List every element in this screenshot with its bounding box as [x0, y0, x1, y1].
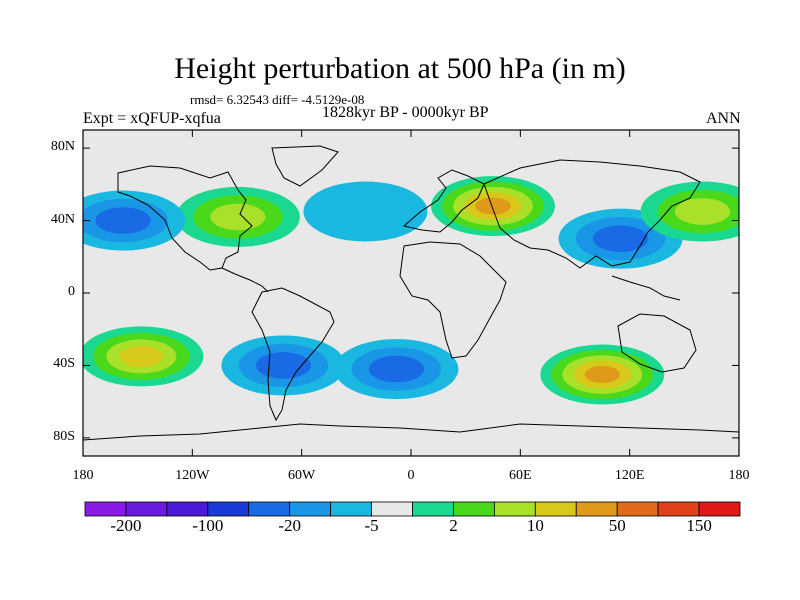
colorbar-box: [166, 501, 209, 517]
x-tick-label: 180: [728, 468, 750, 483]
anomaly-7: [334, 339, 459, 400]
colorbar-label: 2: [449, 516, 458, 535]
y-tick-label: 80N: [50, 139, 75, 155]
axis-ticks: [82, 130, 740, 456]
anomaly-layer: [83, 176, 739, 405]
x-tick-label: 120E: [614, 468, 645, 483]
anomaly-contour: [210, 203, 266, 231]
anomaly-9: [221, 335, 346, 396]
colorbar-box: [698, 501, 741, 517]
experiment-label: Expt = xQFUP-xqfua: [83, 110, 221, 127]
season-label: ANN: [706, 110, 741, 127]
anomaly-contour: [255, 352, 311, 379]
colorbar-box: [616, 501, 659, 517]
colorbar: [84, 501, 741, 517]
colorbar-box: [289, 501, 332, 517]
colorbar-box: [248, 501, 291, 517]
coastline-australia: [617, 313, 697, 373]
anomaly-2: [175, 186, 300, 247]
anomaly-1: [431, 176, 555, 237]
colorbar-box: [412, 501, 454, 517]
colorbar-label: 150: [686, 516, 712, 535]
colorbar-box: [575, 501, 618, 517]
anomaly-0: [303, 181, 428, 242]
coastline-southeast-asia: [611, 275, 681, 301]
colorbar-box: [493, 501, 536, 517]
coastline-layer: [83, 145, 739, 441]
anomaly-8: [540, 344, 665, 405]
colorbar-box: [657, 501, 700, 517]
colorbar-box: [125, 501, 168, 517]
anomaly-contour: [368, 355, 424, 383]
colorbar-label: 10: [526, 516, 544, 535]
x-tick-label: 60E: [509, 468, 532, 483]
anomaly-3: [83, 190, 186, 251]
colorbar-box: [534, 501, 577, 517]
coastline-greenland: [271, 145, 339, 187]
anomaly-contour: [475, 197, 511, 215]
colorbar-box: [84, 501, 127, 517]
colorbar-label: 50: [608, 516, 626, 535]
coastline-central-america: [221, 267, 269, 293]
x-tick-label: 60W: [288, 468, 316, 483]
chart-title: Height perturbation at 500 hPa (in m): [174, 52, 626, 85]
anomaly-contour: [303, 181, 428, 242]
coastline-europe: [402, 169, 485, 233]
colorbar-box: [207, 501, 250, 517]
y-tick-label: 0: [68, 284, 75, 299]
colorbar-box: [371, 501, 413, 517]
y-tick-label: 40S: [53, 356, 75, 372]
colorbar-label: -20: [278, 516, 302, 535]
colorbar-label: -5: [364, 516, 379, 535]
colorbar-box: [453, 501, 495, 517]
anomaly-contour: [95, 207, 151, 234]
coastline-asia: [483, 159, 701, 269]
anomaly-5: [640, 181, 739, 242]
stats-label: rmsd= 6.32543 diff= -4.5129e-08: [190, 92, 365, 107]
coastline-south-america: [251, 287, 335, 422]
x-tick-label: 180: [72, 468, 94, 483]
map-background: [83, 130, 739, 456]
colorbar-label: -200: [110, 516, 142, 535]
coastline-antarctica: [83, 423, 739, 441]
anomaly-contour: [593, 225, 649, 253]
anomaly-contour: [675, 198, 731, 225]
anomaly-6: [83, 326, 204, 387]
anomaly-contour: [584, 365, 621, 384]
x-tick-label: 120W: [175, 468, 210, 483]
period-label: 1828kyr BP - 0000kyr BP: [322, 104, 489, 121]
x-tick-label: 0: [407, 468, 415, 483]
coastline-north-america: [117, 165, 253, 271]
y-tick-label: 80S: [53, 428, 75, 444]
colorbar-box: [330, 501, 372, 517]
anomaly-contour: [119, 345, 163, 367]
y-tick-label: 40N: [50, 211, 75, 227]
colorbar-label: -100: [192, 516, 224, 535]
coastline-africa: [399, 241, 507, 359]
